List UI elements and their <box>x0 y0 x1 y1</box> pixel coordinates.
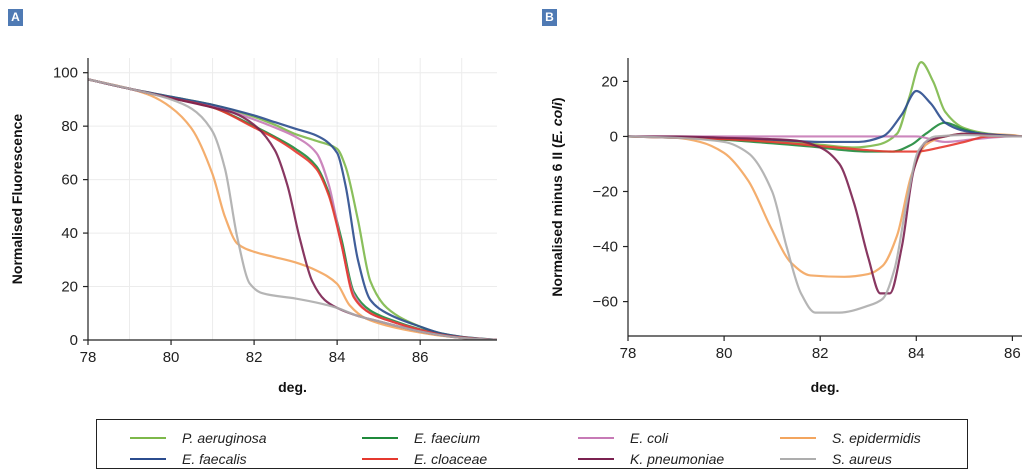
y-tick-label: 60 <box>61 172 78 189</box>
series-line-k-pneumoniae <box>628 132 1022 295</box>
legend-item-s-epidermidis: S. epidermidis <box>780 427 967 448</box>
y-tick-label: 20 <box>61 279 78 296</box>
y-axis-title-part: Normalised minus 6 II ( <box>549 143 565 297</box>
legend-item-e-coli: E. coli <box>578 427 780 448</box>
x-tick-label: 78 <box>620 345 637 362</box>
legend-label: S. epidermidis <box>832 429 921 446</box>
legend-swatch <box>578 436 614 439</box>
x-tick-label: 84 <box>908 345 925 362</box>
x-tick-label: 82 <box>246 349 263 366</box>
y-axis-title-part: ) <box>549 97 565 102</box>
y-tick-label: 40 <box>61 225 78 242</box>
y-axis-title: Normalised Fluorescence <box>9 114 25 285</box>
legend-item-k-pneumoniae: K. pneumoniae <box>578 448 780 469</box>
legend-swatch <box>780 436 816 439</box>
legend-label: E. coli <box>630 429 669 446</box>
series-group <box>628 61 1022 314</box>
legend-label: S. aureus <box>832 450 892 467</box>
legend-label: P. aeruginosa <box>182 429 267 446</box>
y-tick-label: 20 <box>601 73 618 90</box>
x-axis-title: deg. <box>811 379 840 395</box>
x-tick-label: 80 <box>163 349 180 366</box>
y-axis-title-part: Normalised Fluorescence <box>9 114 25 285</box>
legend-item-s-aureus: S. aureus <box>780 448 967 469</box>
series-group <box>88 78 497 340</box>
legend-label: E. cloaceae <box>414 450 488 467</box>
y-tick-label: 0 <box>610 128 618 145</box>
legend-swatch <box>130 436 166 439</box>
x-tick-label: 84 <box>329 349 346 366</box>
y-tick-label: 80 <box>61 118 78 135</box>
legend-item-e-cloaceae: E. cloaceae <box>362 448 578 469</box>
grid <box>88 58 497 340</box>
legend-item-e-faecalis: E. faecalis <box>130 448 362 469</box>
panel-label-b: B <box>542 9 557 26</box>
legend-swatch <box>130 457 166 460</box>
y-axis-title-italic-part: E. coli <box>549 101 565 143</box>
y-tick-label: −40 <box>593 239 618 256</box>
x-tick-label: 78 <box>80 349 97 366</box>
legend-item-p-aeruginosa: P. aeruginosa <box>130 427 362 448</box>
series-line-e-faecalis <box>88 78 497 340</box>
x-axis-title: deg. <box>278 379 307 395</box>
legend: P. aeruginosa E. faecium E. coli S. epiderm… <box>96 419 968 469</box>
series-line-s-aureus <box>628 133 1022 314</box>
legend-swatch <box>362 457 398 460</box>
legend-swatch <box>780 457 816 460</box>
y-tick-label: 0 <box>70 332 78 349</box>
legend-label: E. faecium <box>414 429 481 446</box>
panel-label-a: A <box>8 9 23 26</box>
y-tick-label: 100 <box>53 65 78 82</box>
panel-a-melt-curve-chart: 78 80 82 84 86 0 20 40 60 80 100 deg. Normalised Flu… <box>9 58 497 395</box>
legend-swatch <box>362 436 398 439</box>
x-tick-label: 82 <box>812 345 829 362</box>
x-tick-label: 86 <box>412 349 429 366</box>
y-tick-label: −60 <box>593 294 618 311</box>
legend-label: K. pneumoniae <box>630 450 725 467</box>
x-tick-label: 86 <box>1004 345 1021 362</box>
legend-swatch <box>578 457 614 460</box>
legend-item-e-faecium: E. faecium <box>362 427 578 448</box>
x-tick-label: 80 <box>716 345 733 362</box>
y-axis-title: Normalised minus 6 II (E. coli) <box>549 97 565 296</box>
series-line-s-epidermidis <box>88 78 497 340</box>
y-tick-label: −20 <box>593 183 618 200</box>
legend-label: E. faecalis <box>182 450 247 467</box>
series-line-k-pneumoniae <box>88 78 497 340</box>
series-line-s-aureus <box>88 78 497 340</box>
panel-b-difference-curve-chart: 78 80 82 84 86 −60 −40 −20 0 20 deg. Normalised min… <box>549 58 1022 395</box>
series-line-s-epidermidis <box>628 132 1022 278</box>
